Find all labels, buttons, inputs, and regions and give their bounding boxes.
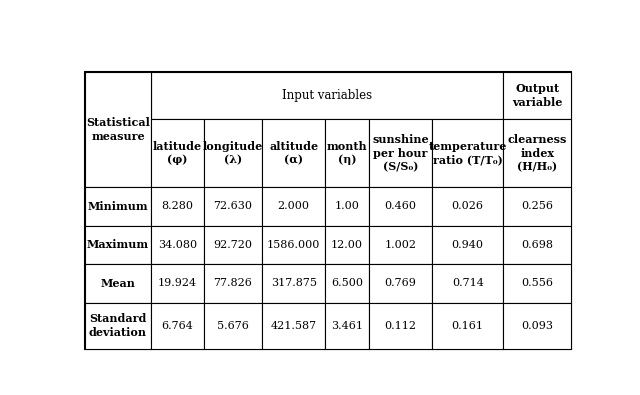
- Bar: [85, 72, 151, 119]
- Bar: [325, 303, 369, 348]
- Bar: [325, 119, 369, 187]
- Bar: [504, 119, 571, 187]
- Bar: [204, 226, 262, 264]
- Text: 0.161: 0.161: [452, 321, 484, 331]
- Bar: [369, 264, 432, 303]
- Text: month
(η): month (η): [326, 141, 367, 165]
- Text: Maximum: Maximum: [87, 239, 149, 250]
- Text: 0.256: 0.256: [521, 201, 553, 211]
- Text: 1586.000: 1586.000: [267, 240, 321, 250]
- Text: 0.714: 0.714: [452, 278, 484, 288]
- Text: 0.940: 0.940: [452, 240, 484, 250]
- Text: 72.630: 72.630: [213, 201, 252, 211]
- Text: 0.556: 0.556: [521, 278, 553, 288]
- Bar: [262, 187, 325, 226]
- Bar: [262, 226, 325, 264]
- Bar: [432, 119, 504, 187]
- Text: sunshine
per hour
(S/S₀): sunshine per hour (S/S₀): [372, 134, 429, 172]
- Text: 0.093: 0.093: [521, 321, 553, 331]
- Bar: [85, 264, 151, 303]
- Text: 2.000: 2.000: [278, 201, 310, 211]
- Bar: [325, 264, 369, 303]
- Bar: [151, 226, 204, 264]
- Text: Standard
deviation: Standard deviation: [89, 314, 147, 338]
- Text: altitude
(α): altitude (α): [269, 141, 318, 165]
- Bar: [369, 119, 432, 187]
- Bar: [432, 303, 504, 348]
- Text: 3.461: 3.461: [331, 321, 363, 331]
- Bar: [262, 264, 325, 303]
- Bar: [151, 119, 204, 187]
- Text: Statistical
measure: Statistical measure: [86, 117, 150, 141]
- Text: 12.00: 12.00: [331, 240, 363, 250]
- Text: 8.280: 8.280: [161, 201, 193, 211]
- Bar: [504, 226, 571, 264]
- Bar: [204, 187, 262, 226]
- Text: Input variables: Input variables: [282, 89, 372, 102]
- Text: 0.112: 0.112: [385, 321, 417, 331]
- Bar: [325, 187, 369, 226]
- Bar: [151, 264, 204, 303]
- Text: 0.460: 0.460: [385, 201, 417, 211]
- Text: 0.698: 0.698: [521, 240, 553, 250]
- Text: Minimum: Minimum: [88, 201, 148, 212]
- Bar: [151, 72, 504, 119]
- Bar: [504, 264, 571, 303]
- Text: 317.875: 317.875: [271, 278, 317, 288]
- Text: 6.764: 6.764: [161, 321, 193, 331]
- Text: 92.720: 92.720: [213, 240, 252, 250]
- Text: 0.769: 0.769: [385, 278, 417, 288]
- Text: 1.00: 1.00: [335, 201, 360, 211]
- Bar: [85, 72, 151, 187]
- Text: 421.587: 421.587: [271, 321, 317, 331]
- Bar: [369, 226, 432, 264]
- Bar: [369, 303, 432, 348]
- Bar: [504, 303, 571, 348]
- Bar: [325, 226, 369, 264]
- Text: latitude
(φ): latitude (φ): [153, 141, 202, 165]
- Bar: [204, 264, 262, 303]
- Text: 6.500: 6.500: [331, 278, 363, 288]
- Text: 5.676: 5.676: [217, 321, 249, 331]
- Bar: [432, 264, 504, 303]
- Text: temperature
ratio (T/T₀): temperature ratio (T/T₀): [429, 141, 507, 165]
- Bar: [432, 187, 504, 226]
- Bar: [151, 187, 204, 226]
- Bar: [204, 303, 262, 348]
- Bar: [504, 187, 571, 226]
- Bar: [262, 119, 325, 187]
- Text: 0.026: 0.026: [452, 201, 484, 211]
- Text: longitude
(λ): longitude (λ): [203, 141, 263, 165]
- Text: 1.002: 1.002: [385, 240, 417, 250]
- Text: 19.924: 19.924: [158, 278, 197, 288]
- Text: 77.826: 77.826: [214, 278, 252, 288]
- Bar: [262, 303, 325, 348]
- Bar: [204, 119, 262, 187]
- Bar: [369, 187, 432, 226]
- Bar: [85, 187, 151, 226]
- Bar: [504, 72, 571, 119]
- Text: Output
variable: Output variable: [512, 83, 563, 107]
- Text: Mean: Mean: [100, 278, 136, 289]
- Bar: [85, 226, 151, 264]
- Bar: [85, 303, 151, 348]
- Text: 34.080: 34.080: [158, 240, 197, 250]
- Text: clearness
index
(H/H₀): clearness index (H/H₀): [508, 134, 567, 172]
- Bar: [151, 303, 204, 348]
- Bar: [432, 226, 504, 264]
